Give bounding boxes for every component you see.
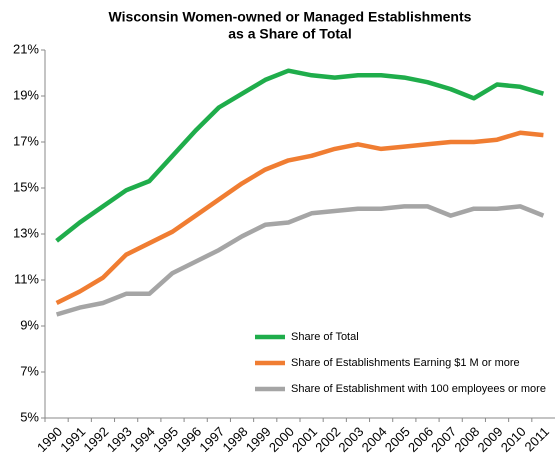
y-tick-label: 9% (20, 317, 39, 332)
x-tick-label: 1997 (196, 424, 227, 455)
x-tick-label: 2009 (475, 424, 506, 455)
x-tick-label: 1996 (173, 424, 204, 455)
x-tick-label: 1994 (127, 424, 158, 455)
y-tick-label: 5% (20, 409, 39, 424)
x-tick-label: 2002 (312, 424, 343, 455)
x-tick-label: 1998 (220, 424, 251, 455)
y-tick-label: 21% (13, 41, 39, 56)
y-tick-label: 17% (13, 133, 39, 148)
legend-label: Share of Establishments Earning $1 M or … (291, 357, 520, 369)
y-tick-label: 11% (14, 271, 39, 286)
x-tick-label: 2000 (266, 424, 297, 455)
legend-label: Share of Establishment with 100 employee… (291, 383, 546, 395)
legend-label: Share of Total (291, 331, 359, 343)
y-tick-label: 13% (13, 225, 39, 240)
x-tick-label: 1999 (243, 424, 274, 455)
x-tick-label: 2003 (335, 424, 366, 455)
x-tick-label: 1993 (104, 424, 135, 455)
x-tick-label: 1990 (34, 424, 65, 455)
x-tick-label: 2008 (451, 424, 482, 455)
x-tick-label: 2005 (382, 424, 413, 455)
x-tick-label: 2001 (289, 424, 320, 455)
chart-title: as a Share of Total (228, 26, 351, 42)
x-tick-label: 2011 (522, 424, 552, 454)
chart-title: Wisconsin Women-owned or Managed Establi… (109, 9, 472, 25)
series-line (55, 68, 545, 243)
y-tick-label: 15% (13, 179, 39, 194)
x-tick-label: 2007 (428, 424, 459, 455)
y-tick-label: 7% (20, 363, 39, 378)
y-tick-label: 19% (13, 87, 39, 102)
x-tick-label: 2006 (405, 424, 436, 455)
series-line (55, 204, 545, 317)
x-tick-label: 1992 (80, 424, 111, 455)
series-line (55, 130, 544, 306)
x-tick-label: 2004 (359, 424, 390, 455)
x-tick-label: 1991 (57, 424, 88, 455)
x-tick-label: 2010 (498, 424, 529, 455)
x-tick-label: 1995 (150, 424, 181, 455)
